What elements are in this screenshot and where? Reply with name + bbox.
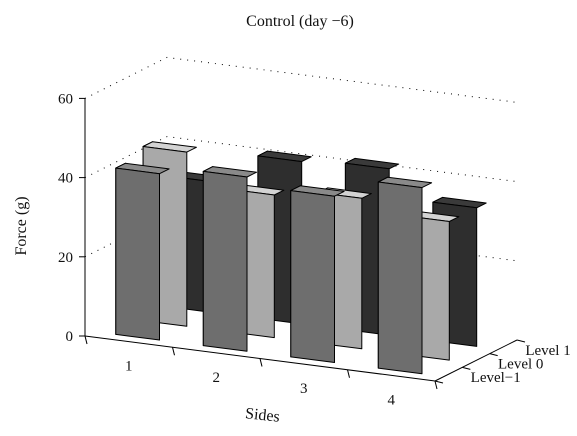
bar-Level−1-side-4 [377, 176, 433, 375]
bar-layer [115, 141, 487, 375]
bar-front-face [202, 170, 248, 352]
y-axis-title: Force (g) [13, 196, 30, 255]
x-tick-label-1: 1 [125, 359, 133, 375]
z-axis-line [434, 339, 518, 382]
y-tick-label-20: 20 [58, 250, 73, 266]
gridline-40 [84, 136, 518, 183]
bar-Level−1-side-1 [115, 162, 170, 341]
x-tick-label-2: 2 [213, 370, 221, 386]
z-tick-3 [516, 339, 526, 343]
y-tick-label-0: 0 [66, 329, 74, 345]
z-tick-label-0: Level−1 [471, 370, 521, 386]
bar-Level−1-side-3 [290, 185, 345, 363]
x-tick-0 [84, 335, 88, 345]
x-tick-3 [347, 369, 350, 378]
label-layer: Control (day −6) Force (g) Sides [13, 13, 354, 426]
x-tick-1 [172, 347, 175, 356]
x-tick-label-4: 4 [388, 392, 396, 408]
bar-front-face [377, 181, 423, 375]
bar-front-face [115, 167, 160, 341]
bar-Level−1-side-2 [202, 166, 258, 352]
x-tick-label-3: 3 [300, 381, 308, 397]
gridline-60 [84, 56, 518, 103]
z-tick-0 [434, 380, 444, 384]
chart-title: Control (day −6) [246, 13, 354, 30]
x-axis-title: Sides [244, 405, 280, 426]
y-tick-label-40: 40 [58, 171, 73, 187]
z-tick-1 [462, 366, 471, 370]
z-tick-2 [489, 353, 498, 357]
bar-front-face [290, 190, 335, 363]
z-tick-label-2: Level 1 [525, 343, 570, 359]
z-tick-label-1: Level 0 [498, 357, 543, 373]
x-tick-4 [434, 380, 438, 390]
y-tick-label-60: 60 [58, 91, 73, 107]
x-tick-2 [259, 358, 263, 367]
